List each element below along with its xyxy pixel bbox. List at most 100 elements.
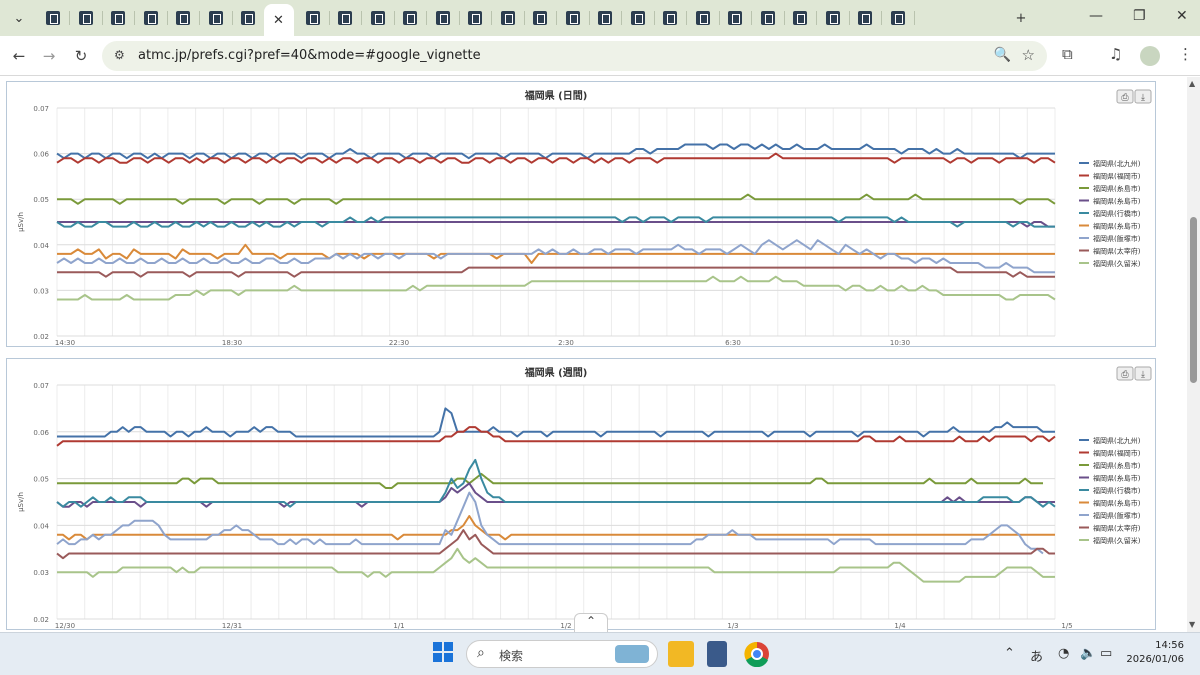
tab-separator (426, 11, 427, 25)
tab-separator (621, 11, 622, 25)
browser-tab[interactable] (361, 4, 395, 32)
x-tick-label: 1/4 (894, 622, 906, 630)
close-window-button[interactable]: ✕ (1176, 8, 1188, 24)
tab-favicon-icon (890, 11, 905, 25)
site-info-icon[interactable]: ⚙ (114, 48, 125, 62)
download-chart-button (1134, 366, 1152, 381)
y-tick-label: 0.03 (33, 287, 49, 295)
browser-tab[interactable] (231, 4, 265, 32)
new-tab-button[interactable]: + (1008, 4, 1034, 32)
chrome-logo (744, 641, 769, 668)
browser-tab[interactable] (556, 4, 590, 32)
scrollbar-thumb[interactable] (1190, 217, 1197, 383)
x-tick-label: 10:30 (890, 339, 910, 347)
network-icon[interactable]: ◔ (1058, 646, 1070, 661)
file-explorer-icon[interactable] (668, 641, 694, 667)
print-chart-button (1116, 89, 1134, 104)
tab-separator (686, 11, 687, 25)
browser-tab[interactable] (816, 4, 850, 32)
series-line (56, 529, 1055, 560)
tab-search-dropdown[interactable]: ⌄ (4, 4, 34, 32)
tab-separator (881, 11, 882, 25)
browser-tab[interactable] (718, 4, 752, 32)
browser-tab[interactable] (881, 4, 915, 32)
tab-favicon-icon (760, 11, 775, 25)
extensions-icon[interactable]: ⧉ (1062, 45, 1073, 63)
browser-tab[interactable] (588, 4, 622, 32)
media-control-icon[interactable]: ♫ (1109, 45, 1123, 63)
minimize-button[interactable]: — (1089, 8, 1103, 24)
close-tab-icon[interactable]: ✕ (273, 12, 284, 28)
browser-tab[interactable] (36, 4, 70, 32)
battery-icon[interactable]: ▭ (1100, 646, 1113, 661)
back-button[interactable]: ← (12, 47, 26, 65)
taskbar-search[interactable]: ⌕ 検索 (466, 640, 658, 668)
browser-tab[interactable] (426, 4, 460, 32)
collapse-button[interactable]: ⌃ (574, 613, 608, 632)
tab-favicon-icon (78, 11, 93, 25)
bookmark-star-icon[interactable]: ☆ (1021, 46, 1035, 64)
browser-tab[interactable] (296, 4, 330, 32)
maximize-button[interactable]: ❐ (1133, 8, 1146, 24)
browser-tab[interactable] (69, 4, 103, 32)
browser-tab[interactable] (166, 4, 200, 32)
browser-tab[interactable] (134, 4, 168, 32)
tray-chevron-icon[interactable]: ⌃ (1004, 646, 1015, 661)
y-tick-label: 0.02 (33, 333, 49, 341)
volume-icon[interactable]: 🔈 (1080, 646, 1097, 661)
tab-separator (523, 11, 525, 25)
browser-tab[interactable] (101, 4, 135, 32)
browser-tab[interactable] (458, 4, 492, 32)
scroll-up-icon[interactable]: ▲ (1189, 79, 1196, 88)
y-axis-label: μSv/h (17, 212, 25, 232)
toolbar: ← → ↻ ⚙ atmc.jp/prefs.cgi?pref=40&mode=#… (0, 36, 1200, 76)
browser-tab[interactable] (686, 4, 720, 32)
legend-entry: 福岡県(久留米) (1093, 259, 1141, 268)
start-button[interactable] (432, 641, 458, 667)
scroll-down-icon[interactable]: ▼ (1189, 620, 1196, 629)
menu-icon[interactable]: ⋮ (1178, 45, 1193, 63)
reload-button[interactable]: ↻ (74, 47, 88, 65)
browser-tab[interactable] (523, 4, 557, 32)
url-text[interactable]: atmc.jp/prefs.cgi?pref=40&mode=#google_v… (138, 48, 481, 63)
tab-separator (101, 11, 103, 25)
browser-tab[interactable] (199, 4, 233, 32)
y-tick-label: 0.07 (33, 105, 49, 113)
tab-favicon-icon (468, 11, 482, 25)
zoom-icon[interactable]: 🔍 (993, 47, 1011, 63)
download-chart-button (1134, 89, 1152, 104)
browser-tab[interactable] (751, 4, 785, 32)
browser-tab[interactable] (783, 4, 817, 32)
clock-time: 14:56 (1155, 640, 1184, 651)
chevron-down-icon: ⌄ (13, 10, 25, 26)
scrollbar[interactable]: ▲ ▼ (1187, 77, 1200, 632)
tab-separator (556, 11, 557, 25)
x-tick-label: 1/5 (1061, 622, 1072, 630)
profile-avatar[interactable] (1140, 46, 1160, 66)
chrome-icon[interactable] (744, 641, 770, 668)
y-tick-label: 0.02 (33, 616, 49, 624)
windows-icon (433, 642, 453, 662)
browser-tab[interactable] (621, 4, 655, 32)
series-line (57, 547, 1055, 583)
tab-active[interactable]: ✕ (263, 4, 294, 36)
download-icon: ⤓ (1141, 93, 1145, 103)
y-tick-label: 0.04 (33, 522, 49, 530)
tab-separator (393, 11, 395, 25)
series-line (57, 407, 1055, 438)
browser-tab[interactable] (328, 4, 362, 32)
plus-icon: + (1015, 10, 1027, 26)
notepad-icon[interactable] (707, 641, 727, 667)
print-chart-button (1116, 366, 1134, 381)
browser-tab[interactable] (653, 4, 687, 32)
browser-tab[interactable] (393, 4, 427, 32)
address-bar[interactable]: ⚙ atmc.jp/prefs.cgi?pref=40&mode=#google… (102, 41, 1047, 71)
browser-tab[interactable] (848, 4, 882, 32)
tab-favicon-icon (565, 11, 580, 25)
forward-button[interactable]: → (42, 47, 56, 65)
browser-tab[interactable] (491, 4, 525, 32)
tab-favicon-icon (208, 11, 223, 25)
clock[interactable]: 14:56 2026/01/06 (1126, 639, 1184, 667)
tab-favicon-icon (695, 11, 710, 25)
ime-indicator[interactable]: あ (1030, 650, 1044, 665)
